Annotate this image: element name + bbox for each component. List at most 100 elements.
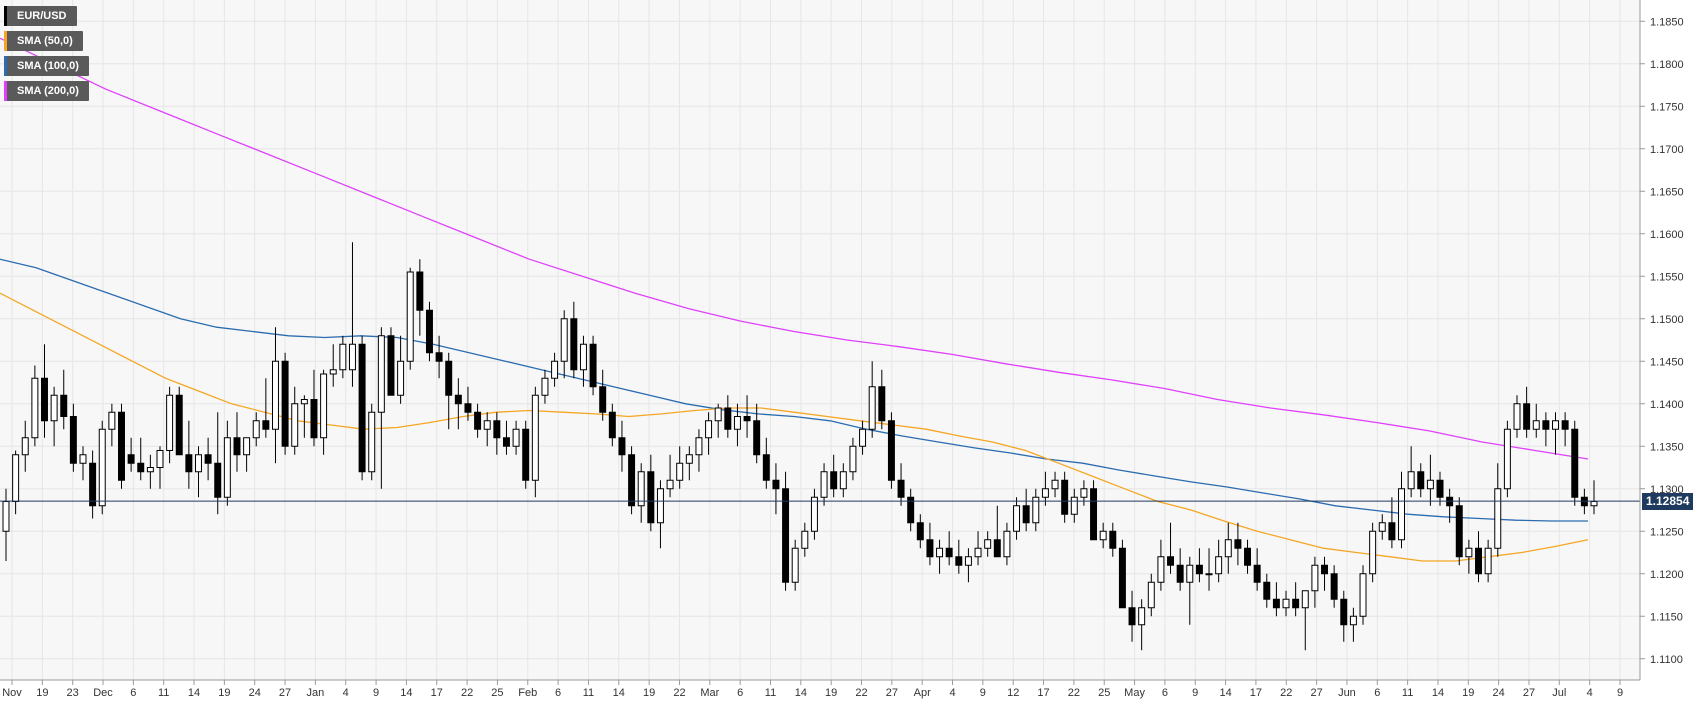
legend-item-sma50[interactable]: SMA (50,0) [4,31,83,51]
candle-body-down [1475,547,1482,575]
candle-body-up [329,369,337,375]
candle-body-down [743,416,751,422]
y-tick-label: 1.1500 [1650,314,1684,326]
candle-body-up [1301,590,1309,609]
x-tick-label: 22 [673,687,685,699]
candle-body-down [416,271,424,311]
candle [762,437,770,489]
candle [425,301,433,362]
legend-item-eurusd[interactable]: EUR/USD [4,6,77,26]
candle [579,335,587,387]
candle-body-down [782,488,790,583]
candle [945,531,953,566]
candles [2,242,1598,651]
candle [964,548,972,583]
candle-body-up [300,399,308,405]
candle-body-up [1378,522,1386,532]
y-tick-label: 1.1350 [1650,441,1684,453]
candle-body-up [637,471,645,507]
candle [21,420,29,472]
candle-body-down [599,386,607,413]
candle-body-up [1282,598,1290,609]
candle [1417,463,1425,498]
candle-body-up [252,420,260,439]
y-tick-label: 1.1450 [1650,356,1684,368]
candle-body-up [685,454,693,464]
candle [1436,471,1444,506]
candle [79,446,87,481]
candle [406,267,414,370]
candle [1186,556,1194,625]
candle [1340,590,1348,642]
candle [1321,556,1329,591]
candle [502,420,510,455]
candle [522,420,530,489]
candle-body-up [1311,564,1319,592]
candle [1513,395,1521,438]
candle-body-down [474,411,482,430]
x-tick-label: 6 [555,687,561,699]
candle-body-up [1359,573,1367,617]
candle-body-up [1186,564,1194,583]
y-tick-label: 1.1850 [1650,16,1684,28]
y-tick-label: 1.1200 [1650,569,1684,581]
candle [1475,531,1482,583]
candle [50,386,58,447]
candle-body-up [1099,530,1107,541]
candle-body-up [1349,615,1357,626]
candle-body-up [705,420,713,439]
candle-body-down [916,522,924,541]
candle-body-down [204,454,212,464]
y-tick-label: 1.1250 [1650,526,1684,538]
x-tick-label: 22 [855,687,867,699]
candle [1484,539,1492,583]
candle-body-up [1513,403,1521,430]
legend-item-sma200[interactable]: SMA (200,0) [4,81,89,101]
candle-body-up [733,416,741,430]
candle [195,446,202,498]
candle [772,463,780,515]
candle-body-up [166,394,174,451]
candle [1176,548,1184,591]
candle-body-up [859,428,867,447]
x-tick-label: 24 [1493,687,1505,699]
candle-body-down [1561,420,1569,430]
candle-body-up [964,556,972,566]
candle-body-down [907,496,915,524]
candle [127,437,135,472]
candle-body-up [1398,488,1405,541]
candle [1359,565,1367,625]
candle-body-up [1552,420,1559,430]
x-tick-label: Jun [1338,687,1356,699]
x-tick-label: 22 [1068,687,1080,699]
x-tick-label: 27 [886,687,898,699]
candle-body-up [406,271,414,362]
candle-body-down [1109,530,1117,549]
candle [98,420,106,515]
x-tick-label: 19 [218,687,230,699]
candle-body-down [887,420,895,481]
x-tick-label: 23 [67,687,79,699]
legend-item-sma100[interactable]: SMA (100,0) [4,56,89,76]
y-tick-label: 1.1700 [1650,144,1684,156]
sma100-line [0,258,1588,522]
candle [637,463,645,523]
candle [445,352,453,430]
candle-body-down [233,437,241,456]
candle [493,412,501,455]
x-tick-label: Nov [2,687,22,699]
candle [907,488,915,532]
candle [839,463,847,498]
candle [416,259,424,336]
candle-body-down [464,403,472,413]
candle [204,437,212,481]
candle-body-down [387,335,395,396]
candle-body-up [1080,488,1088,498]
candle [1369,522,1377,583]
candle [1205,548,1213,591]
candle [628,446,636,515]
candle [1041,471,1049,506]
y-tick-label: 1.1800 [1650,59,1684,71]
candle [41,344,48,438]
x-tick-label: 11 [583,687,594,699]
